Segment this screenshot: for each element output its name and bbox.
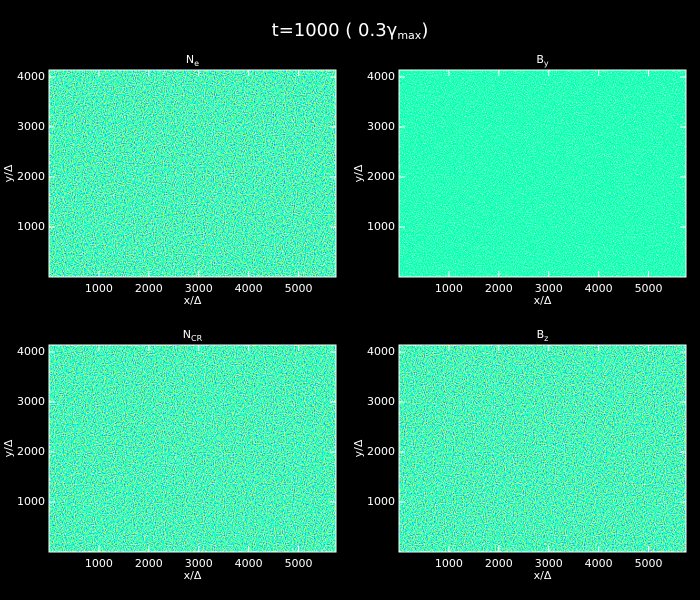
- y-tick-label: 1000: [367, 495, 395, 508]
- x-tick-label: 3000: [535, 557, 563, 570]
- y-tick-label: 1000: [17, 220, 45, 233]
- y-tick-label: 3000: [17, 120, 45, 133]
- x-axis-label: x/Δ: [534, 294, 552, 307]
- panel-title-sub: z: [544, 334, 548, 343]
- plot-frame: [48, 69, 337, 278]
- y-tick-label: 4000: [17, 345, 45, 358]
- figure-title: t=1000 ( 0.3γmax): [272, 20, 429, 42]
- heatmap-image: [49, 345, 336, 552]
- panel-title-sub: y: [544, 59, 549, 68]
- heatmap-image: [399, 345, 686, 552]
- x-tick-label: 2000: [485, 557, 513, 570]
- y-tick-label: 3000: [17, 395, 45, 408]
- x-tick-label: 4000: [235, 282, 263, 295]
- x-tick-label: 5000: [635, 557, 663, 570]
- x-axis-label: x/Δ: [184, 294, 202, 307]
- y-axis-label: y/Δ: [2, 164, 15, 182]
- x-tick-label: 4000: [585, 557, 613, 570]
- heatmap-image: [49, 70, 336, 277]
- panel-title-sub: e: [194, 59, 199, 68]
- x-tick-label: 2000: [135, 282, 163, 295]
- title-sub: max: [397, 29, 421, 42]
- y-tick-label: 4000: [367, 70, 395, 83]
- x-tick-label: 4000: [235, 557, 263, 570]
- plot-frame: [48, 344, 337, 553]
- x-tick-label: 1000: [85, 282, 113, 295]
- heatmap-image: [399, 70, 686, 277]
- panel-title: NCR: [183, 328, 203, 343]
- x-tick-label: 3000: [185, 282, 213, 295]
- y-tick-label: 4000: [367, 345, 395, 358]
- panel-title-text: B: [537, 328, 545, 341]
- y-tick-label: 1000: [17, 495, 45, 508]
- x-tick-label: 5000: [285, 282, 313, 295]
- y-tick-label: 4000: [17, 70, 45, 83]
- panel-title-sub: CR: [191, 334, 203, 343]
- plot-frame: [398, 69, 687, 278]
- plot-frame: [398, 344, 687, 553]
- y-axis-label: y/Δ: [352, 164, 365, 182]
- x-axis-label: x/Δ: [184, 569, 202, 582]
- panel-title-text: B: [536, 53, 544, 66]
- y-axis-label: y/Δ: [2, 439, 15, 457]
- x-tick-label: 3000: [535, 282, 563, 295]
- x-tick-label: 1000: [435, 282, 463, 295]
- x-tick-label: 5000: [635, 282, 663, 295]
- x-tick-label: 3000: [185, 557, 213, 570]
- y-tick-label: 3000: [367, 395, 395, 408]
- panel-title: Ne: [186, 53, 199, 68]
- y-tick-label: 2000: [367, 445, 395, 458]
- x-tick-label: 5000: [285, 557, 313, 570]
- x-tick-label: 1000: [85, 557, 113, 570]
- title-end: ): [421, 20, 428, 41]
- panel-title: Bz: [537, 328, 549, 343]
- y-tick-label: 2000: [17, 445, 45, 458]
- y-tick-label: 3000: [367, 120, 395, 133]
- panel-title-text: N: [183, 328, 191, 341]
- x-tick-label: 2000: [135, 557, 163, 570]
- y-axis-label: y/Δ: [352, 439, 365, 457]
- x-tick-label: 4000: [585, 282, 613, 295]
- x-axis-label: x/Δ: [534, 569, 552, 582]
- x-tick-label: 1000: [435, 557, 463, 570]
- y-tick-label: 1000: [367, 220, 395, 233]
- panel-title-text: N: [186, 53, 194, 66]
- x-tick-label: 2000: [485, 282, 513, 295]
- y-tick-label: 2000: [367, 170, 395, 183]
- title-text: t=1000 ( 0.3γ: [272, 20, 398, 41]
- panel-title: By: [536, 53, 549, 68]
- y-tick-label: 2000: [17, 170, 45, 183]
